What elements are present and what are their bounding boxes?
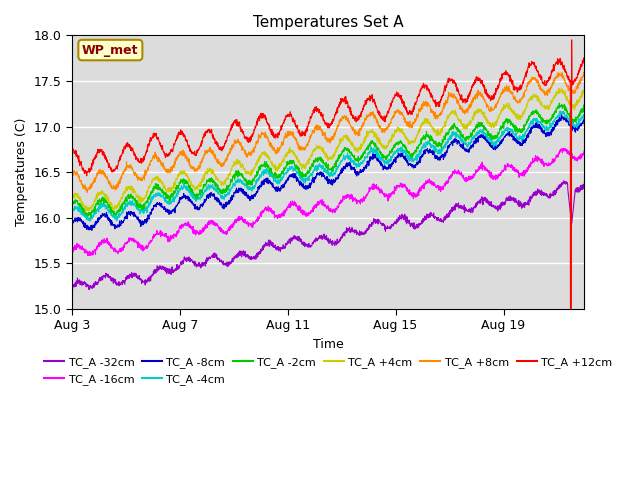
- TC_A -16cm: [317, 199, 325, 204]
- TC_A -16cm: [566, 151, 573, 157]
- Line: TC_A -8cm: TC_A -8cm: [72, 115, 584, 230]
- TC_A -4cm: [566, 118, 573, 123]
- X-axis label: Time: Time: [313, 338, 344, 351]
- TC_A +8cm: [304, 143, 312, 149]
- TC_A +8cm: [317, 129, 325, 134]
- TC_A +12cm: [566, 79, 573, 84]
- TC_A +4cm: [580, 90, 588, 96]
- Line: TC_A -2cm: TC_A -2cm: [72, 103, 584, 217]
- TC_A -2cm: [68, 204, 76, 209]
- TC_A -2cm: [580, 103, 588, 109]
- TC_A +8cm: [68, 169, 76, 175]
- TC_A -2cm: [566, 110, 573, 116]
- TC_A -4cm: [580, 111, 588, 117]
- TC_A -8cm: [566, 120, 573, 126]
- Legend: TC_A -32cm, TC_A -16cm, TC_A -8cm, TC_A -4cm, TC_A -2cm, TC_A +4cm, TC_A +8cm, T: TC_A -32cm, TC_A -16cm, TC_A -8cm, TC_A …: [40, 353, 617, 389]
- TC_A -32cm: [95, 280, 102, 286]
- TC_A +4cm: [81, 209, 89, 215]
- TC_A +12cm: [568, 37, 575, 43]
- TC_A +12cm: [566, 79, 573, 85]
- TC_A +4cm: [558, 85, 566, 91]
- TC_A +8cm: [95, 170, 102, 176]
- TC_A +4cm: [472, 108, 479, 114]
- TC_A -2cm: [317, 159, 325, 165]
- TC_A -4cm: [317, 163, 325, 169]
- TC_A +8cm: [580, 69, 588, 75]
- TC_A +12cm: [303, 124, 311, 130]
- TC_A -32cm: [304, 244, 312, 250]
- TC_A +4cm: [566, 99, 574, 105]
- TC_A +12cm: [68, 149, 76, 155]
- TC_A -8cm: [558, 112, 566, 118]
- TC_A -32cm: [472, 201, 479, 207]
- TC_A -2cm: [566, 116, 574, 121]
- TC_A -32cm: [566, 207, 574, 213]
- TC_A -2cm: [95, 200, 102, 205]
- TC_A -32cm: [566, 205, 573, 211]
- TC_A -2cm: [556, 100, 563, 106]
- TC_A +8cm: [83, 190, 91, 195]
- TC_A -16cm: [566, 150, 574, 156]
- TC_A +12cm: [580, 58, 588, 63]
- TC_A -2cm: [304, 168, 312, 174]
- TC_A -8cm: [566, 122, 574, 128]
- TC_A -8cm: [68, 220, 76, 226]
- TC_A -4cm: [68, 208, 76, 214]
- Line: TC_A +4cm: TC_A +4cm: [72, 88, 584, 212]
- TC_A -2cm: [87, 215, 95, 220]
- Line: TC_A +12cm: TC_A +12cm: [72, 40, 584, 480]
- TC_A -32cm: [580, 179, 588, 185]
- Line: TC_A -16cm: TC_A -16cm: [72, 148, 584, 256]
- TC_A -32cm: [68, 287, 76, 292]
- TC_A -16cm: [95, 242, 102, 248]
- TC_A -4cm: [556, 108, 564, 114]
- TC_A -16cm: [87, 253, 95, 259]
- TC_A -16cm: [580, 148, 588, 154]
- TC_A +4cm: [304, 159, 312, 165]
- TC_A +12cm: [472, 77, 479, 83]
- TC_A -8cm: [317, 171, 325, 177]
- Line: TC_A -32cm: TC_A -32cm: [72, 181, 584, 289]
- TC_A -8cm: [472, 139, 479, 145]
- TC_A +8cm: [472, 92, 479, 97]
- Text: WP_met: WP_met: [82, 44, 139, 57]
- TC_A -8cm: [580, 117, 588, 122]
- TC_A -4cm: [566, 118, 574, 124]
- Y-axis label: Temperatures (C): Temperatures (C): [15, 118, 28, 227]
- TC_A +4cm: [95, 190, 102, 196]
- TC_A -4cm: [304, 175, 312, 180]
- Line: TC_A +8cm: TC_A +8cm: [72, 72, 584, 192]
- Title: Temperatures Set A: Temperatures Set A: [253, 15, 403, 30]
- TC_A -16cm: [560, 145, 568, 151]
- TC_A +12cm: [94, 146, 102, 152]
- TC_A -32cm: [317, 232, 325, 238]
- TC_A +4cm: [566, 102, 573, 108]
- TC_A -32cm: [85, 287, 93, 292]
- TC_A -4cm: [86, 218, 93, 224]
- TC_A +4cm: [68, 191, 76, 197]
- TC_A -16cm: [472, 168, 479, 173]
- TC_A -8cm: [304, 185, 312, 191]
- TC_A -32cm: [560, 178, 568, 184]
- TC_A -16cm: [304, 213, 312, 219]
- Line: TC_A -4cm: TC_A -4cm: [72, 111, 584, 221]
- TC_A +8cm: [566, 87, 573, 93]
- TC_A +4cm: [317, 147, 325, 153]
- TC_A -4cm: [472, 132, 479, 138]
- TC_A -16cm: [68, 250, 76, 255]
- TC_A -2cm: [472, 125, 479, 131]
- TC_A -4cm: [95, 206, 102, 212]
- TC_A -8cm: [88, 228, 96, 233]
- TC_A -8cm: [95, 215, 102, 221]
- TC_A +12cm: [317, 113, 325, 119]
- TC_A +8cm: [566, 85, 573, 91]
